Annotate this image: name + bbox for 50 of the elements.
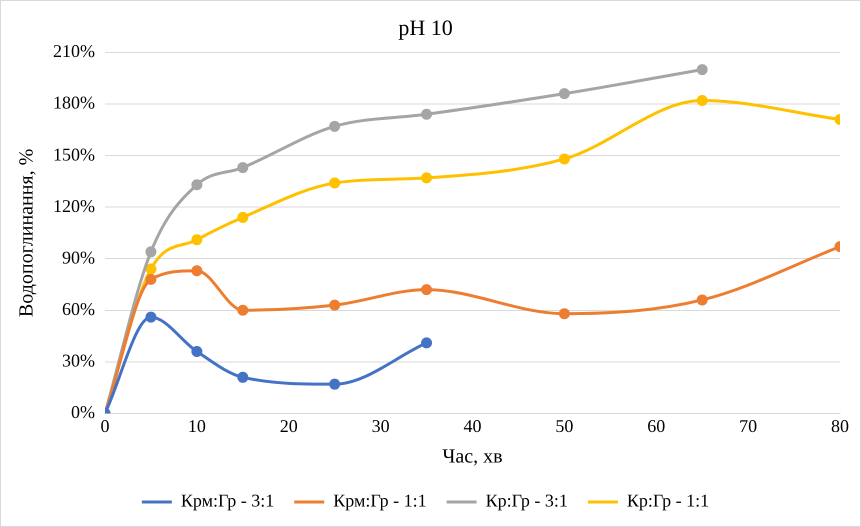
point: [421, 108, 432, 120]
point: [558, 308, 570, 320]
point: [191, 265, 202, 276]
x-tick-label: 40: [463, 416, 482, 436]
point: [145, 274, 156, 285]
x-tick-label: 10: [188, 416, 206, 436]
point: [696, 294, 708, 306]
legend-label: Кр:Гр - 3:1: [486, 490, 568, 511]
point: [145, 264, 156, 274]
legend-label: Кр:Гр - 1:1: [626, 490, 710, 511]
y-tick-label: 210%: [52, 41, 95, 62]
point: [329, 178, 340, 189]
point: [329, 120, 340, 132]
point: [421, 337, 432, 348]
y-tick-label: 0%: [70, 402, 95, 422]
x-tick-label: 60: [647, 416, 666, 436]
point: [329, 300, 340, 311]
point: [191, 234, 202, 246]
point: [329, 378, 340, 390]
point: [237, 372, 248, 383]
legend-label: Крм:Гр - 3:1: [180, 490, 274, 511]
point: [421, 172, 432, 184]
point: [696, 64, 708, 76]
y-axis-title: Водопоглинання, %: [15, 148, 38, 318]
x-tick-label: 50: [555, 416, 574, 436]
x-tick-label: 20: [280, 416, 298, 436]
point: [558, 88, 570, 100]
point: [237, 162, 248, 174]
chart-title: pH 10: [398, 14, 453, 40]
y-tick-label: 120%: [52, 196, 95, 216]
point: [191, 346, 202, 358]
y-tick-label: 180%: [52, 92, 95, 113]
x-tick-label: 0: [100, 416, 110, 436]
point: [558, 153, 570, 164]
point: [237, 304, 248, 316]
legend-label: Крм:Гр - 1:1: [333, 490, 427, 511]
y-tick-label: 60%: [62, 298, 95, 319]
x-axis-title: Час, хв: [442, 445, 503, 468]
y-tick-label: 150%: [52, 144, 95, 164]
y-tick-label: 30%: [62, 350, 95, 371]
y-tick-label: 90%: [62, 247, 95, 268]
x-tick-label: 80: [831, 416, 849, 436]
point: [696, 95, 708, 106]
x-tick-label: 70: [739, 416, 758, 436]
x-tick-label: 30: [372, 416, 390, 436]
point: [145, 246, 156, 258]
point: [191, 179, 202, 190]
point: [237, 212, 248, 223]
point: [421, 284, 432, 296]
point: [145, 312, 156, 323]
